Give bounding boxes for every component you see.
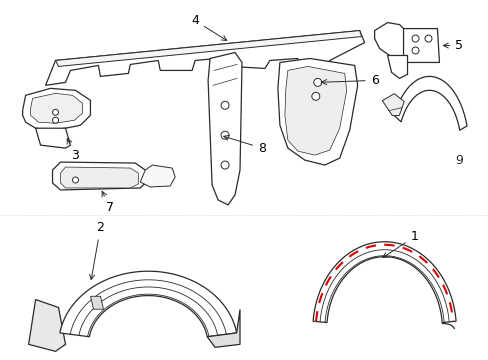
- Polygon shape: [312, 242, 455, 323]
- Polygon shape: [382, 94, 404, 116]
- Polygon shape: [31, 93, 82, 123]
- Circle shape: [221, 131, 228, 139]
- Polygon shape: [208, 53, 242, 205]
- Polygon shape: [61, 167, 138, 188]
- Polygon shape: [277, 58, 357, 165]
- Circle shape: [72, 177, 78, 183]
- Polygon shape: [29, 300, 65, 351]
- Polygon shape: [140, 165, 175, 187]
- Polygon shape: [90, 296, 103, 309]
- Circle shape: [52, 109, 59, 115]
- Circle shape: [411, 35, 418, 42]
- Circle shape: [221, 161, 228, 169]
- Text: 1: 1: [382, 230, 418, 257]
- Text: 7: 7: [102, 192, 114, 215]
- Circle shape: [221, 101, 228, 109]
- Polygon shape: [52, 162, 148, 190]
- Text: 4: 4: [191, 14, 226, 40]
- Circle shape: [313, 78, 321, 86]
- Circle shape: [311, 92, 319, 100]
- Text: 5: 5: [443, 39, 463, 52]
- Text: 8: 8: [224, 135, 265, 155]
- Polygon shape: [45, 31, 364, 85]
- Polygon shape: [393, 76, 466, 130]
- Polygon shape: [22, 88, 90, 130]
- Polygon shape: [36, 128, 70, 148]
- Polygon shape: [387, 55, 407, 78]
- Polygon shape: [60, 271, 236, 337]
- Polygon shape: [403, 28, 439, 62]
- Circle shape: [411, 47, 418, 54]
- Polygon shape: [374, 23, 408, 58]
- Text: 9: 9: [454, 154, 462, 167]
- Circle shape: [424, 35, 431, 42]
- Polygon shape: [285, 67, 346, 155]
- Polygon shape: [207, 310, 240, 347]
- Circle shape: [52, 117, 59, 123]
- Text: 2: 2: [89, 221, 104, 279]
- Polygon shape: [56, 31, 361, 67]
- Text: 6: 6: [321, 74, 378, 87]
- Text: 3: 3: [67, 139, 79, 162]
